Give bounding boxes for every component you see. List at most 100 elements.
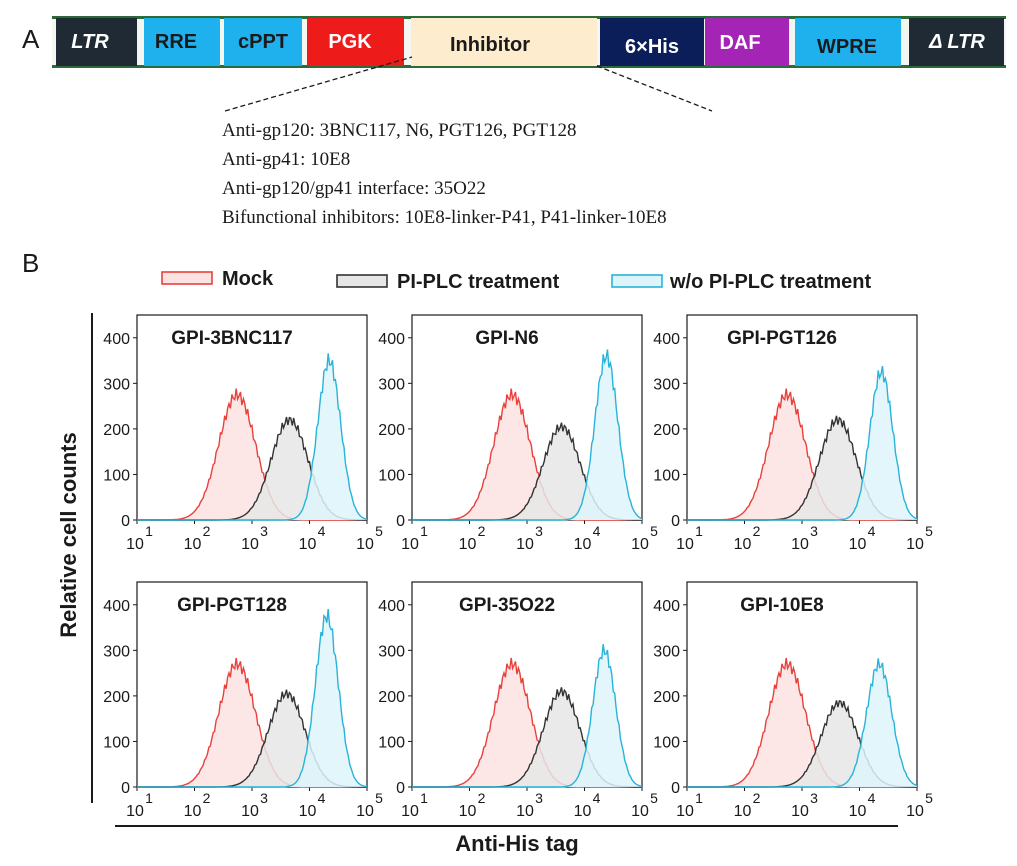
segment-label: DAF bbox=[719, 32, 760, 54]
histogram-fill-mock bbox=[412, 658, 642, 787]
x-tick-exponent: 5 bbox=[375, 523, 383, 539]
segment-wpre: WPRE bbox=[795, 18, 901, 66]
x-tick-label: 10 bbox=[356, 536, 374, 553]
x-tick-label: 10 bbox=[184, 536, 202, 553]
histogram-fill-mock bbox=[137, 658, 367, 787]
x-tick-exponent: 2 bbox=[478, 790, 486, 806]
segment-label: RRE bbox=[155, 31, 197, 53]
x-tick-label: 10 bbox=[459, 803, 477, 820]
x-tick-label: 10 bbox=[299, 536, 317, 553]
y-tick-label: 0 bbox=[396, 780, 405, 797]
y-tick-label: 300 bbox=[103, 376, 130, 393]
segment-label: Δ LTR bbox=[928, 31, 985, 53]
x-tick-label: 10 bbox=[184, 803, 202, 820]
x-tick-exponent: 1 bbox=[695, 790, 703, 806]
x-tick-label: 10 bbox=[849, 803, 867, 820]
x-tick-exponent: 5 bbox=[650, 790, 658, 806]
y-tick-label: 100 bbox=[378, 734, 405, 751]
legend: Mock PI-PLC treatment w/o PI-PLC treatme… bbox=[161, 268, 871, 293]
panel-a-label: A bbox=[22, 24, 40, 54]
y-tick-label: 100 bbox=[653, 734, 680, 751]
x-tick-exponent: 1 bbox=[420, 790, 428, 806]
histogram-fill-mock bbox=[137, 388, 367, 520]
x-tick-label: 10 bbox=[299, 803, 317, 820]
x-tick-label: 10 bbox=[574, 536, 592, 553]
segment-delta-ltr: Δ LTR bbox=[909, 18, 1004, 66]
segment-his-tag: 6×His bbox=[600, 18, 704, 66]
histogram-title: GPI-N6 bbox=[475, 328, 538, 349]
y-tick-label: 400 bbox=[378, 598, 405, 615]
inhibitor-list-item: Anti-gp120: 3BNC117, N6, PGT126, PGT128 bbox=[222, 120, 577, 141]
legend-label: w/o PI-PLC treatment bbox=[669, 271, 871, 293]
callout-line-right bbox=[596, 65, 713, 112]
y-tick-label: 400 bbox=[653, 331, 680, 348]
y-tick-label: 200 bbox=[378, 689, 405, 706]
x-tick-exponent: 5 bbox=[375, 790, 383, 806]
x-tick-label: 10 bbox=[356, 803, 374, 820]
inhibitor-list-item: Bifunctional inhibitors: 10E8-linker-P41… bbox=[222, 207, 667, 228]
x-tick-exponent: 5 bbox=[925, 523, 933, 539]
y-tick-label: 400 bbox=[103, 598, 130, 615]
legend-swatch bbox=[611, 274, 663, 288]
x-tick-label: 10 bbox=[241, 536, 259, 553]
x-tick-label: 10 bbox=[676, 536, 694, 553]
histogram-curve-w-o-pi-plc-treatment bbox=[412, 644, 643, 788]
x-tick-label: 10 bbox=[574, 803, 592, 820]
x-tick-label: 10 bbox=[401, 803, 419, 820]
y-tick-label: 0 bbox=[671, 780, 680, 797]
x-tick-exponent: 1 bbox=[420, 523, 428, 539]
y-tick-label: 400 bbox=[653, 598, 680, 615]
histogram-title: GPI-3BNC117 bbox=[171, 328, 292, 349]
y-tick-label: 300 bbox=[653, 376, 680, 393]
x-tick-exponent: 3 bbox=[810, 523, 818, 539]
histogram-curve-w-o-pi-plc-treatment bbox=[137, 608, 368, 788]
y-tick-label: 200 bbox=[103, 422, 130, 439]
segment-ltr: LTR bbox=[56, 18, 137, 66]
y-tick-label: 300 bbox=[378, 376, 405, 393]
histogram-fill-w-o-pi-plc-treatment bbox=[137, 609, 367, 787]
panel-b-label: B bbox=[22, 248, 39, 278]
inhibitor-list-item: Anti-gp41: 10E8 bbox=[222, 149, 350, 170]
segment-label: WPRE bbox=[817, 36, 877, 58]
x-tick-exponent: 1 bbox=[145, 790, 153, 806]
histogram-fill-w-o-pi-plc-treatment bbox=[687, 658, 917, 787]
histogram-title: GPI-10E8 bbox=[740, 595, 823, 616]
legend-item-mock: Mock bbox=[161, 268, 274, 290]
legend-swatch bbox=[336, 274, 388, 288]
x-tick-label: 10 bbox=[241, 803, 259, 820]
x-tick-exponent: 2 bbox=[753, 523, 761, 539]
x-tick-exponent: 4 bbox=[318, 523, 326, 539]
legend-label: Mock bbox=[222, 268, 274, 290]
x-tick-label: 10 bbox=[906, 803, 924, 820]
y-tick-label: 300 bbox=[378, 643, 405, 660]
y-tick-label: 400 bbox=[378, 331, 405, 348]
inhibitor-list-item: Anti-gp120/gp41 interface: 35O22 bbox=[222, 178, 486, 199]
x-tick-label: 10 bbox=[459, 536, 477, 553]
segment-inhibitor: Inhibitor bbox=[411, 18, 597, 66]
callout-line-left bbox=[224, 56, 413, 112]
x-tick-exponent: 2 bbox=[203, 790, 211, 806]
y-tick-label: 100 bbox=[103, 734, 130, 751]
x-tick-label: 10 bbox=[631, 803, 649, 820]
histogram-curve-w-o-pi-plc-treatment bbox=[687, 365, 918, 521]
histogram-fill-w-o-pi-plc-treatment bbox=[412, 644, 642, 787]
legend-swatch bbox=[161, 271, 213, 285]
x-tick-label: 10 bbox=[126, 803, 144, 820]
x-tick-label: 10 bbox=[734, 536, 752, 553]
segment-label: 6×His bbox=[625, 36, 679, 58]
segment-cppt: cPPT bbox=[224, 18, 302, 66]
x-tick-label: 10 bbox=[734, 803, 752, 820]
segment-label: cPPT bbox=[238, 31, 288, 53]
x-tick-label: 10 bbox=[631, 536, 649, 553]
histogram-title: GPI-PGT128 bbox=[177, 595, 287, 616]
x-tick-exponent: 2 bbox=[478, 523, 486, 539]
histogram-title: GPI-35O22 bbox=[459, 595, 555, 616]
x-tick-exponent: 3 bbox=[810, 790, 818, 806]
segment-label: Inhibitor bbox=[450, 34, 530, 56]
y-tick-label: 0 bbox=[121, 513, 130, 530]
segment-label: LTR bbox=[71, 31, 109, 53]
x-tick-exponent: 4 bbox=[868, 790, 876, 806]
